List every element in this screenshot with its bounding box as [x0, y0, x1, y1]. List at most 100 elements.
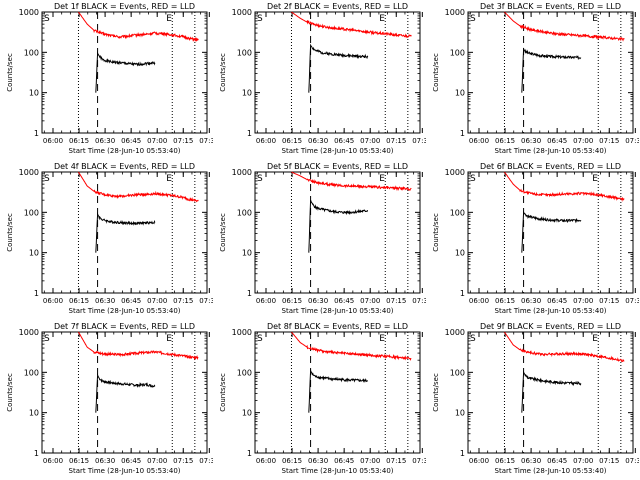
end-marker: E — [166, 334, 172, 344]
x-tick-label: 07:30 — [625, 297, 639, 305]
series-lld — [78, 11, 199, 43]
y-tick-label: 1000 — [232, 328, 252, 337]
y-tick-label: 1000 — [445, 8, 465, 17]
chart-title: Det 2f BLACK = Events, RED = LLD — [267, 2, 408, 11]
x-tick-label: 06:45 — [547, 457, 567, 465]
y-tick-label: 10 — [242, 249, 252, 258]
x-tick-label: 06:45 — [334, 457, 354, 465]
y-tick-label: 100 — [237, 208, 252, 217]
chart-svg: Det 9f BLACK = Events, RED = LLD 1 10 100 10… — [432, 322, 639, 475]
start-marker: S — [470, 334, 476, 344]
x-tick-label: 07:15 — [599, 457, 619, 465]
x-tick-label: 07:30 — [412, 297, 426, 305]
chart-svg: Det 2f BLACK = Events, RED = LLD 1 10 100 10… — [219, 2, 426, 155]
y-axis-label: Counts/sec — [219, 53, 227, 92]
chart-title: Det 5f BLACK = Events, RED = LLD — [267, 162, 408, 171]
x-axis-label: Start Time (28-Jun-10 05:53:40) — [282, 147, 394, 155]
end-marker: E — [592, 14, 598, 24]
x-axis-label: Start Time (28-Jun-10 05:53:40) — [69, 147, 181, 155]
plot-frame — [41, 331, 208, 454]
x-tick-label: 06:45 — [121, 457, 141, 465]
chart-panel-3: Det 3f BLACK = Events, RED = LLD 1 10 100 10… — [426, 0, 639, 160]
x-tick-label: 06:45 — [334, 137, 354, 145]
x-tick-label: 06:30 — [521, 137, 541, 145]
chart-svg: Det 7f BLACK = Events, RED = LLD 1 10 100 10… — [6, 322, 213, 475]
chart-title: Det 4f BLACK = Events, RED = LLD — [54, 162, 195, 171]
x-tick-label: 07:00 — [147, 297, 167, 305]
x-tick-label: 06:15 — [282, 457, 302, 465]
x-tick-label: 07:00 — [360, 297, 380, 305]
x-tick-label: 06:00 — [43, 457, 63, 465]
y-axis-label: Counts/sec — [219, 213, 227, 252]
x-tick-label: 07:00 — [573, 137, 593, 145]
x-tick-label: 06:15 — [495, 457, 515, 465]
chart-title: Det 8f BLACK = Events, RED = LLD — [267, 322, 408, 331]
y-tick-label: 100 — [450, 208, 465, 217]
series-lld — [504, 331, 625, 363]
y-axis-label: Counts/sec — [6, 213, 14, 252]
plot-frame — [254, 331, 421, 454]
series-lld — [291, 11, 412, 39]
y-axis-label: Counts/sec — [219, 373, 227, 412]
series-lld — [504, 11, 625, 42]
chart-panel-2: Det 2f BLACK = Events, RED = LLD 1 10 100 10… — [213, 0, 426, 160]
x-tick-label: 06:00 — [43, 137, 63, 145]
chart-panel-1: Det 1f BLACK = Events, RED = LLD 1 10 100 10… — [0, 0, 213, 160]
x-tick-label: 07:30 — [199, 297, 213, 305]
chart-title: Det 3f BLACK = Events, RED = LLD — [480, 2, 621, 11]
x-tick-label: 07:30 — [199, 457, 213, 465]
y-axis-label: Counts/sec — [432, 213, 440, 252]
plot-frame — [41, 171, 208, 294]
start-marker: S — [470, 174, 476, 184]
y-tick-label: 1000 — [19, 328, 39, 337]
y-tick-label: 100 — [24, 48, 39, 57]
y-axis-label: Counts/sec — [432, 53, 440, 92]
x-tick-label: 06:45 — [547, 137, 567, 145]
series-events — [95, 373, 156, 413]
end-marker: E — [379, 334, 385, 344]
x-tick-label: 07:15 — [599, 297, 619, 305]
x-tick-label: 07:30 — [625, 457, 639, 465]
y-tick-label: 1 — [460, 129, 465, 138]
y-tick-label: 1000 — [19, 168, 39, 177]
series-events — [308, 368, 369, 413]
y-axis-label: Counts/sec — [6, 373, 14, 412]
end-marker: E — [379, 174, 385, 184]
end-marker: E — [592, 334, 598, 344]
y-tick-label: 1 — [247, 129, 252, 138]
y-tick-label: 1 — [34, 449, 39, 458]
x-tick-label: 07:30 — [412, 137, 426, 145]
y-tick-label: 1 — [247, 289, 252, 298]
x-tick-label: 06:30 — [308, 297, 328, 305]
y-tick-label: 10 — [29, 249, 39, 258]
x-axis-label: Start Time (28-Jun-10 05:53:40) — [282, 307, 394, 315]
series-events — [521, 210, 582, 253]
series-events — [308, 200, 369, 253]
start-marker: S — [257, 14, 263, 24]
y-tick-label: 100 — [450, 368, 465, 377]
x-tick-label: 06:00 — [43, 297, 63, 305]
x-tick-label: 06:45 — [334, 297, 354, 305]
chart-svg: Det 6f BLACK = Events, RED = LLD 1 10 100 10… — [432, 162, 639, 315]
end-marker: E — [379, 14, 385, 24]
y-tick-label: 10 — [242, 89, 252, 98]
x-axis-label: Start Time (28-Jun-10 05:53:40) — [495, 307, 607, 315]
y-tick-label: 1 — [247, 449, 252, 458]
chart-svg: Det 4f BLACK = Events, RED = LLD 1 10 100 10… — [6, 162, 213, 315]
x-tick-label: 06:15 — [282, 297, 302, 305]
x-tick-label: 06:00 — [469, 137, 489, 145]
x-tick-label: 06:15 — [69, 137, 89, 145]
series-lld — [78, 171, 199, 203]
chart-svg: Det 3f BLACK = Events, RED = LLD 1 10 100 10… — [432, 2, 639, 155]
x-tick-label: 06:30 — [95, 457, 115, 465]
x-tick-label: 07:00 — [147, 137, 167, 145]
y-tick-label: 100 — [24, 208, 39, 217]
plot-frame — [467, 331, 634, 454]
x-tick-label: 07:30 — [199, 137, 213, 145]
x-tick-label: 06:00 — [469, 457, 489, 465]
x-tick-label: 06:45 — [547, 297, 567, 305]
x-tick-label: 06:15 — [495, 137, 515, 145]
y-tick-label: 1 — [460, 449, 465, 458]
y-tick-label: 1 — [34, 129, 39, 138]
